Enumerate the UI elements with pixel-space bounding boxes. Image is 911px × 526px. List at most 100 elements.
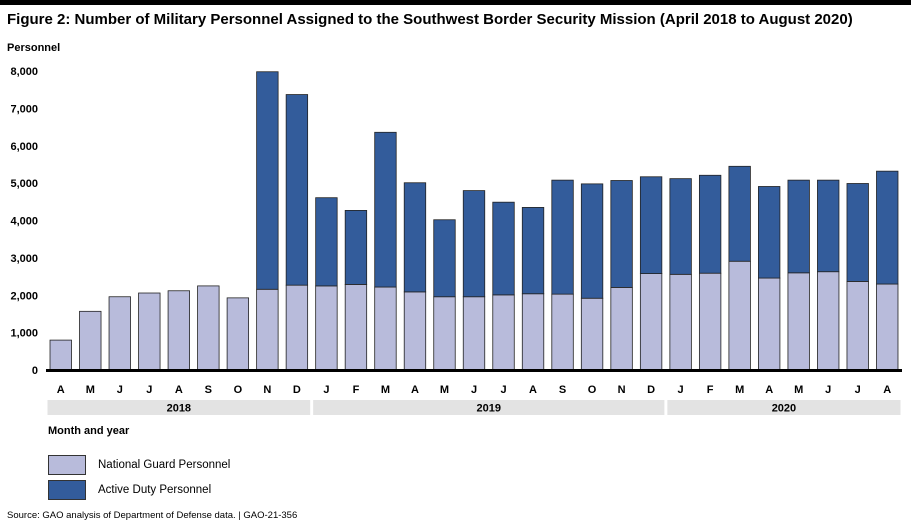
y-tick-label: 7,000 [10, 103, 38, 115]
bar-guard [817, 271, 840, 371]
bar-guard [49, 339, 72, 371]
y-tick-label: 8,000 [10, 66, 38, 78]
bar-guard [226, 297, 250, 371]
year-band [667, 400, 901, 415]
bar-active [256, 71, 279, 290]
bar-active [315, 197, 338, 287]
stacked-bar-chart: 0 1,000 2,000 3,000 4,000 5,000 6,000 7,000 8,00… [10, 66, 902, 415]
bar-guard [315, 285, 338, 371]
x-tick-label: J [117, 384, 123, 396]
legend-label-guard: National Guard Personnel [98, 459, 231, 471]
bar-active [462, 190, 486, 298]
bar-guard [374, 286, 397, 371]
bar-active [551, 179, 574, 295]
x-tick-label: F [353, 384, 360, 396]
bar-active [492, 201, 515, 296]
year-label: 2020 [772, 403, 796, 415]
legend-item-active: Active Duty Personnel [48, 479, 211, 501]
year-band [313, 400, 665, 415]
x-tick-label: J [825, 384, 831, 396]
y-axis-label: Personnel [7, 42, 61, 54]
bar-guard [138, 292, 161, 371]
x-tick-label: J [500, 384, 506, 396]
y-tick-label: 4,000 [10, 216, 38, 228]
bar-active [403, 182, 427, 293]
bar-active [669, 178, 692, 275]
bar-active [817, 179, 840, 273]
x-tick-label: J [323, 384, 329, 396]
x-tick-label: A [883, 384, 891, 396]
x-tick-label: D [647, 384, 655, 396]
bar-active [876, 170, 899, 285]
bar-active [787, 179, 810, 274]
bar-guard [610, 287, 633, 371]
bar-guard [728, 260, 751, 371]
bar-active [580, 183, 604, 299]
bar-guard [758, 277, 781, 371]
x-tick-label: M [735, 384, 744, 396]
legend-label-active: Active Duty Personnel [98, 484, 212, 496]
bar-active [285, 94, 309, 286]
top-rule [0, 0, 911, 5]
bar-active [728, 165, 751, 262]
bar-active [374, 131, 397, 288]
bar-guard [197, 285, 220, 371]
bar-guard [79, 310, 102, 371]
bar-guard [108, 296, 131, 371]
bar-guard [256, 288, 279, 371]
x-axis-label: Month and year [48, 425, 130, 437]
figure-title: Figure 2: Number of Military Personnel A… [7, 11, 853, 28]
bar-guard [344, 284, 368, 371]
source-note: Source: GAO analysis of Department of De… [7, 510, 298, 521]
x-tick-label: J [471, 384, 477, 396]
x-tick-label: O [234, 384, 243, 396]
bar-guard [403, 291, 427, 371]
bar-active [639, 176, 663, 274]
bar-guard [580, 297, 604, 371]
bar-guard [492, 294, 515, 371]
x-tick-label: S [559, 384, 566, 396]
year-band [47, 400, 311, 415]
y-tick-label: 3,000 [10, 253, 38, 265]
x-tick-label: F [707, 384, 714, 396]
x-tick-label: S [205, 384, 212, 396]
bar-guard [639, 273, 663, 371]
bar-guard [846, 281, 869, 371]
x-tick-label: A [175, 384, 183, 396]
x-tick-label: A [529, 384, 537, 396]
bar-guard [551, 293, 574, 371]
x-tick-label: J [855, 384, 861, 396]
legend-item-guard: National Guard Personnel [48, 454, 230, 476]
x-tick-label: N [263, 384, 271, 396]
year-label: 2019 [477, 403, 501, 415]
bar-active [521, 207, 545, 295]
y-tick-label: 5,000 [10, 178, 38, 190]
bar-guard [285, 284, 309, 371]
bar-guard [876, 283, 899, 371]
bar-guard [698, 272, 722, 371]
y-tick-label: 2,000 [10, 290, 38, 302]
x-tick-label: O [588, 384, 597, 396]
x-tick-label: N [618, 384, 626, 396]
x-tick-label: D [293, 384, 301, 396]
x-tick-label: M [86, 384, 95, 396]
x-tick-label: M [381, 384, 390, 396]
bar-active [698, 174, 722, 274]
x-tick-label: A [765, 384, 773, 396]
bar-active [758, 186, 781, 279]
legend-swatch-guard [48, 455, 86, 475]
bar-active [846, 183, 869, 282]
x-tick-label: A [411, 384, 419, 396]
bar-active [344, 210, 368, 285]
bar-guard [462, 296, 486, 371]
y-tick-label: 6,000 [10, 141, 38, 153]
x-tick-label: M [794, 384, 803, 396]
bar-guard [669, 273, 692, 371]
x-tick-label: J [678, 384, 684, 396]
bar-active [610, 180, 633, 288]
y-tick-label: 0 [32, 365, 38, 377]
bar-active [433, 219, 456, 298]
bar-guard [787, 272, 810, 371]
x-tick-label: M [440, 384, 449, 396]
bar-guard [433, 296, 456, 371]
